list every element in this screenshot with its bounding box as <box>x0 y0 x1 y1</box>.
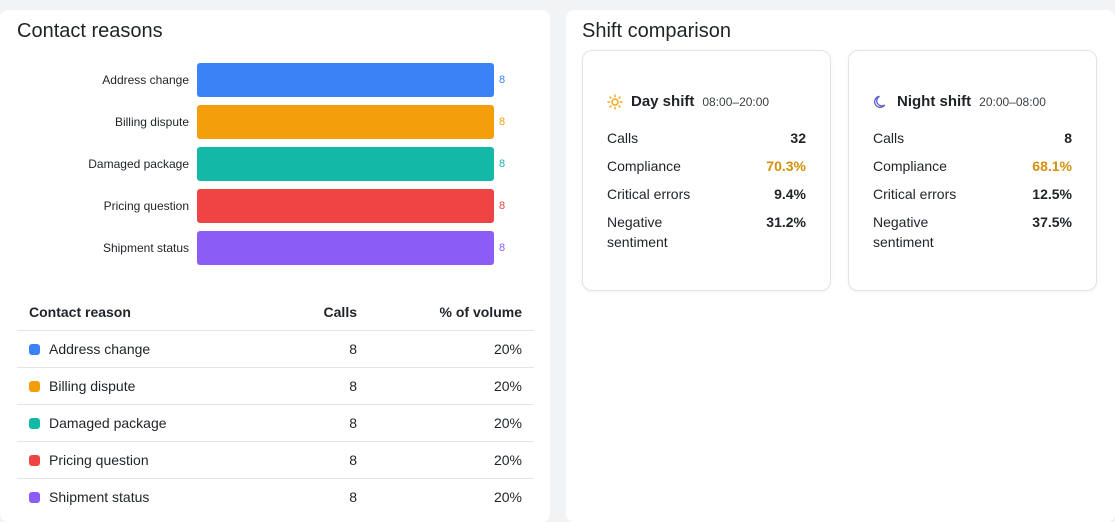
metric-label: Negative sentiment <box>607 214 668 250</box>
cell-contact-reason: Billing dispute <box>29 378 135 394</box>
bar-value-label: 8 <box>499 74 506 86</box>
table-row[interactable]: Address change 8 20% <box>17 331 534 368</box>
bar[interactable] <box>197 147 494 181</box>
metric-label: Calls <box>873 130 905 146</box>
bar-row: Billing dispute 8 <box>0 105 550 139</box>
metric-label: Critical errors <box>607 186 691 202</box>
bar-label: Address change <box>102 73 189 87</box>
reason-label: Shipment status <box>49 489 150 505</box>
cell-contact-reason: Pricing question <box>29 452 149 468</box>
metric-label: Compliance <box>873 158 947 174</box>
table-header: Contact reason Calls % of volume <box>17 291 534 331</box>
cell-contact-reason: Address change <box>29 341 150 357</box>
moon-icon <box>873 94 889 110</box>
metric-value: 9.4% <box>774 186 806 202</box>
metric-value: 32 <box>790 130 806 146</box>
bar-value-label: 8 <box>499 116 506 128</box>
header-contact-reason[interactable]: Contact reason <box>29 304 131 320</box>
metric-label: Critical errors <box>873 186 957 202</box>
cell-contact-reason: Damaged package <box>29 415 167 431</box>
bar-label: Damaged package <box>88 157 189 171</box>
color-swatch-icon <box>29 380 40 392</box>
metric-value: 8 <box>1064 130 1072 146</box>
bar-value-label: 8 <box>499 158 506 170</box>
bar[interactable] <box>197 105 494 139</box>
header-calls[interactable]: Calls <box>323 304 357 320</box>
bar-row: Damaged package 8 <box>0 147 550 181</box>
metric-label: Negative sentiment <box>873 214 934 250</box>
shift-comparison-panel: Shift comparison Day shift 08:00–20:00 C… <box>566 10 1115 522</box>
color-swatch-icon <box>29 343 40 355</box>
reason-label: Billing dispute <box>49 378 136 394</box>
bar-value-label: 8 <box>499 200 506 212</box>
table-row[interactable]: Shipment status 8 20% <box>17 479 534 516</box>
bar-label: Pricing question <box>103 199 189 213</box>
contact-reasons-title: Contact reasons <box>17 20 163 42</box>
cell-pct-volume: 20% <box>493 452 522 468</box>
header-pct-volume[interactable]: % of volume <box>439 304 522 320</box>
bar-label: Billing dispute <box>114 115 189 129</box>
night-shift-header: Night shift 20:00–08:00 <box>873 93 1046 110</box>
cell-pct-volume: 20% <box>493 341 522 357</box>
cell-calls: 8 <box>349 415 357 431</box>
cell-contact-reason: Shipment status <box>29 489 149 505</box>
cell-calls: 8 <box>349 452 357 468</box>
color-swatch-icon <box>29 491 40 503</box>
reason-label: Pricing question <box>49 452 149 468</box>
bar-value-label: 8 <box>499 242 506 254</box>
table-row[interactable]: Pricing question 8 20% <box>17 442 534 479</box>
metric-label: Calls <box>607 130 639 146</box>
day-shift-card: Day shift 08:00–20:00 Calls 32 Complianc… <box>582 50 831 291</box>
cell-calls: 8 <box>349 341 357 357</box>
sun-icon <box>607 93 623 110</box>
night-shift-title: Night shift <box>897 93 972 110</box>
cell-pct-volume: 20% <box>493 378 522 394</box>
metric-label: Compliance <box>607 158 681 174</box>
shift-comparison-title: Shift comparison <box>582 20 731 42</box>
metric-value: 37.5% <box>1032 214 1072 230</box>
metric-value: 12.5% <box>1032 186 1072 202</box>
cell-calls: 8 <box>349 378 357 394</box>
bar-row: Pricing question 8 <box>0 189 550 223</box>
table-row[interactable]: Damaged package 8 20% <box>17 405 534 442</box>
bar-row: Address change 8 <box>0 63 550 97</box>
table-row[interactable]: Billing dispute 8 20% <box>17 368 534 405</box>
bar-label: Shipment status <box>102 241 189 255</box>
contact-reasons-panel: Contact reasons Address change 8 Billing d… <box>0 10 550 522</box>
color-swatch-icon <box>29 454 40 466</box>
contact-reasons-table: Contact reason Calls % of volume Address… <box>17 291 534 516</box>
bar[interactable] <box>197 189 494 223</box>
metric-value: 31.2% <box>766 214 806 230</box>
bar-row: Shipment status 8 <box>0 231 550 265</box>
cell-calls: 8 <box>349 489 357 505</box>
color-swatch-icon <box>29 417 40 429</box>
bar[interactable] <box>197 231 494 265</box>
metric-value: 70.3% <box>766 158 806 174</box>
day-shift-title: Day shift <box>631 93 695 110</box>
bar[interactable] <box>197 63 494 97</box>
cell-pct-volume: 20% <box>493 489 522 505</box>
cell-pct-volume: 20% <box>493 415 522 431</box>
day-shift-header: Day shift 08:00–20:00 <box>607 93 769 110</box>
night-shift-hours: 20:00–08:00 <box>979 94 1046 109</box>
reason-label: Address change <box>49 341 151 357</box>
reason-label: Damaged package <box>49 415 167 431</box>
metric-value: 68.1% <box>1032 158 1072 174</box>
day-shift-hours: 08:00–20:00 <box>702 94 770 109</box>
night-shift-card: Night shift 20:00–08:00 Calls 8 Complian… <box>848 50 1097 291</box>
